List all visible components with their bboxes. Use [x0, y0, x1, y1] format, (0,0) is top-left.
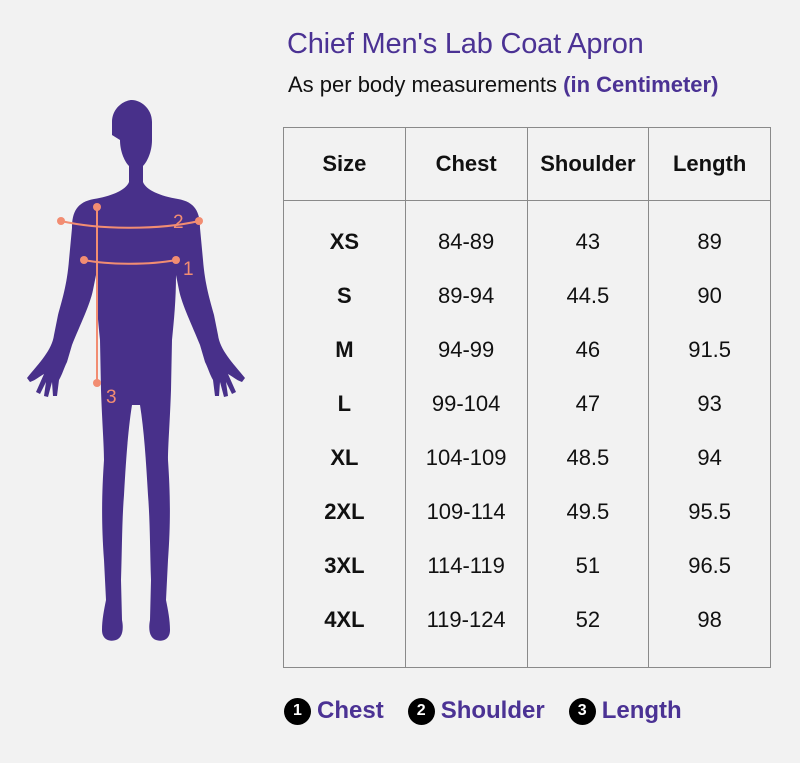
cell-shoulder: 43	[526, 200, 650, 269]
cell-chest: 114-119	[404, 539, 528, 593]
cell-length: 95.5	[648, 485, 771, 539]
cell-shoulder: 49.5	[526, 485, 650, 539]
cell-shoulder: 51	[526, 539, 650, 593]
cell-size: XS	[283, 200, 406, 269]
table-row: 4XL 119-124 52 98	[283, 593, 771, 647]
cell-length: 90	[648, 269, 771, 323]
legend-label: Shoulder	[440, 697, 545, 724]
marker-shoulder: 2	[173, 212, 184, 233]
body-figure-illustration: 1 2 3	[27, 100, 245, 641]
legend-item-length: 3 Length	[568, 697, 682, 725]
cell-length: 96.5	[648, 539, 771, 593]
table-row: L 99-104 47 93	[283, 377, 771, 431]
legend-item-chest: 1 Chest	[284, 697, 384, 725]
cell-size: XL	[283, 431, 406, 485]
marker-chest: 1	[183, 259, 194, 280]
column-header-shoulder: Shoulder	[526, 127, 650, 201]
cell-size: S	[283, 269, 406, 323]
number-3-icon: 3	[568, 697, 596, 725]
body-silhouette-icon	[27, 100, 245, 641]
unit-note: (in Centimeter)	[563, 72, 719, 97]
cell-chest: 99-104	[404, 377, 528, 431]
cell-chest: 104-109	[404, 431, 528, 485]
page-title: Chief Men's Lab Coat Apron	[287, 28, 644, 60]
cell-size: M	[283, 323, 406, 377]
size-chart-table: Size Chest Shoulder Length XS 84-89 43 8…	[283, 127, 771, 668]
cell-shoulder: 46	[526, 323, 650, 377]
cell-length: 93	[648, 377, 771, 431]
cell-size: 4XL	[283, 593, 406, 647]
measurement-legend: 1 Chest 2 Shoulder 3 Length	[284, 697, 706, 725]
marker-length: 3	[106, 387, 117, 408]
subtitle-text: As per body measurements	[288, 72, 558, 97]
cell-shoulder: 47	[526, 377, 650, 431]
table-spacer-row	[283, 647, 771, 668]
cell-size: 2XL	[283, 485, 406, 539]
cell-length: 91.5	[648, 323, 771, 377]
page-subtitle: As per body measurements (in Centimeter)	[288, 72, 718, 98]
column-header-chest: Chest	[404, 127, 528, 201]
cell-shoulder: 48.5	[526, 431, 650, 485]
cell-size: L	[283, 377, 406, 431]
cell-shoulder: 44.5	[526, 269, 650, 323]
cell-length: 89	[648, 200, 771, 269]
cell-chest: 84-89	[404, 200, 528, 269]
cell-chest: 94-99	[404, 323, 528, 377]
table-row: 2XL 109-114 49.5 95.5	[283, 485, 771, 539]
table-header-row: Size Chest Shoulder Length	[283, 127, 771, 201]
cell-length: 94	[648, 431, 771, 485]
table-row: XL 104-109 48.5 94	[283, 431, 771, 485]
measurement-points	[57, 203, 203, 387]
cell-chest: 89-94	[404, 269, 528, 323]
table-row: M 94-99 46 91.5	[283, 323, 771, 377]
cell-chest: 109-114	[404, 485, 528, 539]
cell-shoulder: 52	[526, 593, 650, 647]
cell-chest: 119-124	[404, 593, 528, 647]
table-row: 3XL 114-119 51 96.5	[283, 539, 771, 593]
cell-length: 98	[648, 593, 771, 647]
number-2-icon: 2	[407, 697, 435, 725]
measurement-lines	[60, 207, 200, 383]
table-row: S 89-94 44.5 90	[283, 269, 771, 323]
cell-size: 3XL	[283, 539, 406, 593]
column-header-size: Size	[283, 127, 406, 201]
legend-label: Chest	[317, 697, 384, 724]
legend-item-shoulder: 2 Shoulder	[407, 697, 545, 725]
legend-label: Length	[601, 697, 682, 724]
table-row: XS 84-89 43 89	[283, 200, 771, 269]
column-header-length: Length	[648, 127, 771, 201]
number-1-icon: 1	[284, 697, 311, 725]
